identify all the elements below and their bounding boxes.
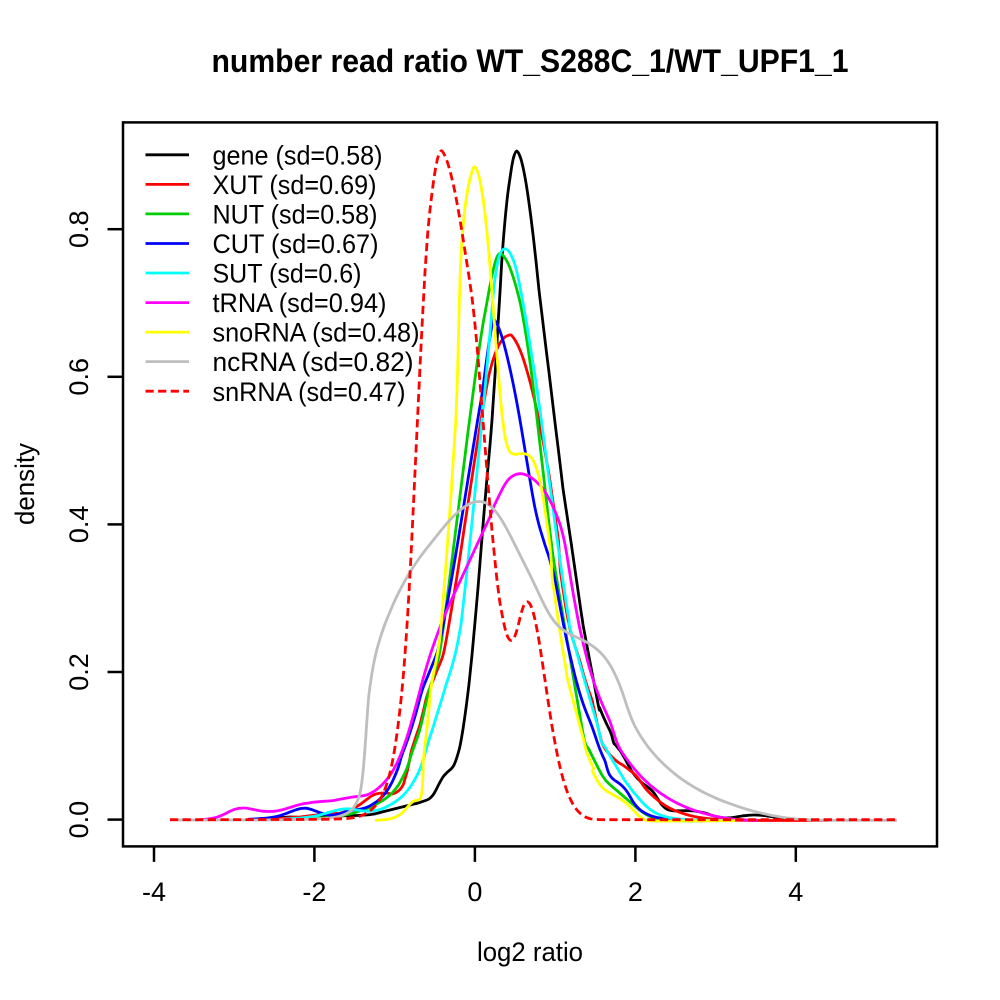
svg-text:number read ratio WT_S288C_1/W: number read ratio WT_S288C_1/WT_UPF1_1: [212, 43, 849, 79]
svg-text:4: 4: [788, 877, 803, 907]
svg-text:0.0: 0.0: [64, 801, 94, 839]
svg-text:0.8: 0.8: [64, 210, 94, 248]
svg-text:snRNA (sd=0.47): snRNA (sd=0.47): [213, 377, 406, 407]
svg-text:0: 0: [467, 877, 482, 907]
svg-text:0.6: 0.6: [64, 358, 94, 396]
svg-text:2: 2: [628, 877, 643, 907]
svg-text:CUT (sd=0.67): CUT (sd=0.67): [213, 229, 379, 259]
svg-text:ncRNA (sd=0.82): ncRNA (sd=0.82): [213, 347, 414, 377]
svg-text:log2 ratio: log2 ratio: [477, 937, 583, 967]
svg-text:gene (sd=0.58): gene (sd=0.58): [213, 140, 383, 170]
svg-text:0.4: 0.4: [64, 506, 94, 544]
svg-text:tRNA (sd=0.94): tRNA (sd=0.94): [213, 288, 387, 318]
svg-text:0.2: 0.2: [64, 653, 94, 691]
svg-text:density: density: [10, 443, 40, 525]
svg-text:-2: -2: [302, 877, 326, 907]
svg-text:NUT (sd=0.58): NUT (sd=0.58): [213, 200, 378, 230]
svg-text:XUT (sd=0.69): XUT (sd=0.69): [213, 170, 377, 200]
svg-text:SUT (sd=0.6): SUT (sd=0.6): [213, 259, 362, 289]
svg-text:-4: -4: [142, 877, 166, 907]
svg-text:snoRNA (sd=0.48): snoRNA (sd=0.48): [213, 318, 420, 348]
